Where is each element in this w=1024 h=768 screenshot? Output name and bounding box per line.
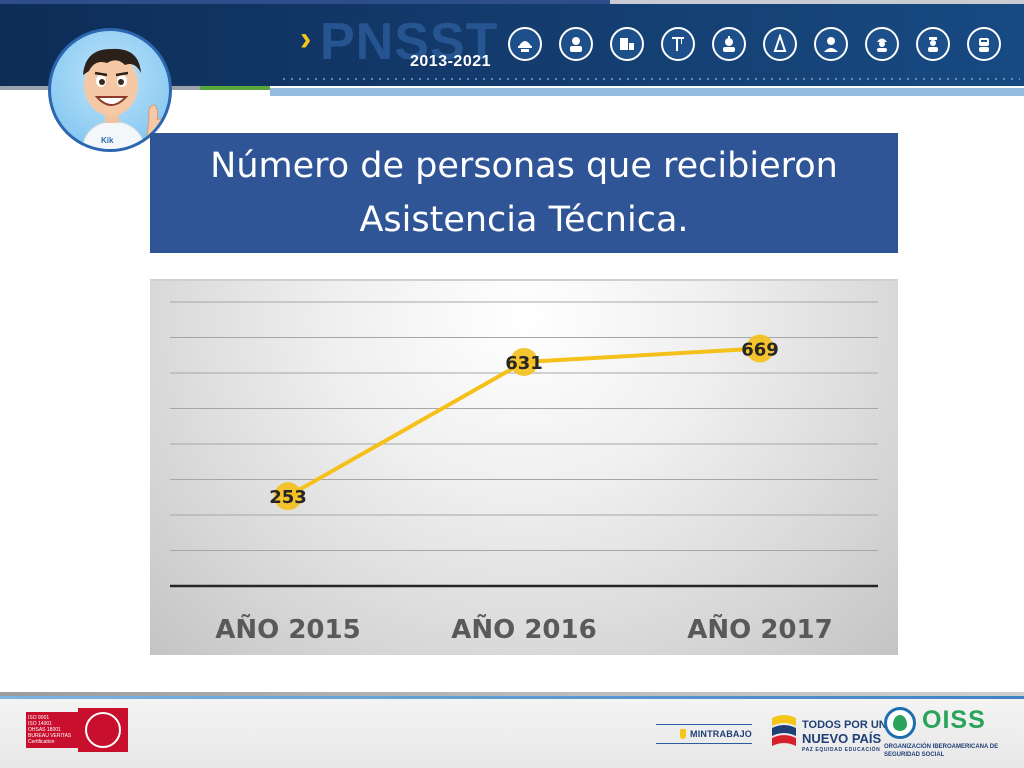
bureau-veritas-seal-icon bbox=[78, 708, 128, 752]
todos-por-un-nuevo-pais-logo: TODOS POR UN NUEVO PAÍS PAZ EQUIDAD EDUC… bbox=[802, 718, 887, 754]
cert-line: OHSAS 18001 bbox=[28, 727, 61, 733]
tpnp-line-1: TODOS POR UN bbox=[802, 719, 887, 731]
todos-por-un-nuevo-pais-flag-icon bbox=[772, 715, 796, 746]
cert-line: BUREAU VERITAS bbox=[28, 733, 72, 739]
chart-panel: AÑO 2015 AÑO 2016 AÑO 2017 253 631 669 bbox=[150, 279, 898, 655]
data-label: 253 bbox=[269, 487, 307, 508]
mintrabajo-text: MINTRABAJO bbox=[690, 729, 752, 739]
colombia-shield-icon bbox=[680, 729, 686, 739]
cert-line: ISO 9001 bbox=[28, 715, 50, 721]
footer-divider bbox=[0, 692, 1024, 696]
factory-worker-icon bbox=[814, 27, 848, 61]
header-top-stripe-gray bbox=[610, 0, 1024, 4]
miner-icon bbox=[712, 27, 746, 61]
svg-text:Kik: Kik bbox=[101, 136, 114, 145]
data-point bbox=[274, 482, 302, 511]
tpnp-line-3: PAZ EQUIDAD EDUCACIÓN bbox=[802, 747, 881, 753]
helmet-worker-icon bbox=[508, 27, 542, 61]
chart-title-line-1: Número de personas que recibieron bbox=[210, 146, 838, 186]
accent-stripe-green bbox=[200, 86, 270, 90]
chart-title-line-2: Asistencia Técnica. bbox=[359, 200, 689, 240]
header-banner: › PNSST 2013-2021 bbox=[0, 0, 1024, 86]
data-point bbox=[510, 347, 538, 376]
chart-title: Número de personas que recibieron Asiste… bbox=[174, 139, 874, 247]
line-chart: AÑO 2015 AÑO 2016 AÑO 2017 253 631 669 bbox=[170, 301, 878, 645]
oiss-subtitle: ORGANIZACIÓN IBEROAMERICANA DE SEGURIDAD… bbox=[884, 744, 999, 758]
x-tick-label: AÑO 2015 bbox=[215, 613, 360, 645]
brand-logo-text: PNSST bbox=[320, 13, 499, 71]
engineer-icon bbox=[865, 27, 899, 61]
oiss-logo-text: OISS bbox=[922, 706, 986, 734]
sector-icon-row bbox=[508, 27, 1008, 61]
data-label: 669 bbox=[741, 340, 779, 361]
cert-line: ISO 14001 bbox=[28, 721, 52, 727]
accent-stripe-blue bbox=[270, 88, 1024, 96]
crane-icon bbox=[661, 27, 695, 61]
data-point bbox=[746, 334, 774, 363]
footer-blue-stripe bbox=[0, 696, 1024, 699]
header-top-stripe bbox=[0, 0, 610, 4]
bureau-veritas-cert-box: ISO 9001 ISO 14001 OHSAS 18001 BUREAU VE… bbox=[26, 712, 78, 748]
brand-years: 2013-2021 bbox=[410, 53, 492, 70]
nurse-icon bbox=[916, 27, 950, 61]
footer bbox=[0, 699, 1024, 768]
mintrabajo-logo: MINTRABAJO bbox=[656, 724, 752, 744]
oil-rig-icon bbox=[763, 27, 797, 61]
cert-line: Certification bbox=[28, 739, 55, 745]
mechanic-icon bbox=[559, 27, 593, 61]
tpnp-line-2: NUEVO PAÍS bbox=[802, 731, 882, 746]
chart-title-box: Número de personas que recibieron Asiste… bbox=[150, 133, 898, 253]
chevron-right-icon: › bbox=[300, 20, 312, 58]
welder-icon bbox=[967, 27, 1001, 61]
dotted-divider bbox=[280, 78, 1020, 80]
data-label: 631 bbox=[505, 353, 543, 374]
construction-icon bbox=[610, 27, 644, 61]
mascot-avatar: Kik bbox=[48, 28, 172, 152]
oiss-emblem-icon bbox=[884, 707, 916, 739]
x-tick-label: AÑO 2016 bbox=[451, 613, 596, 645]
x-tick-label: AÑO 2017 bbox=[687, 613, 832, 645]
